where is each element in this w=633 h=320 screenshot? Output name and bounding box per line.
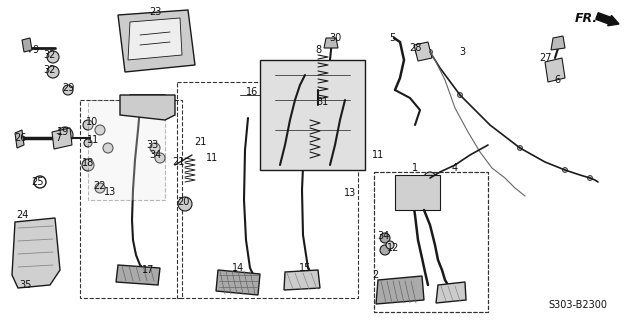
Text: 31: 31 <box>316 97 328 107</box>
Text: 30: 30 <box>329 33 341 43</box>
Text: 11: 11 <box>206 153 218 163</box>
Text: 15: 15 <box>299 263 311 273</box>
Polygon shape <box>118 10 195 72</box>
Text: 3: 3 <box>459 47 465 57</box>
Circle shape <box>416 48 424 56</box>
Text: 24: 24 <box>16 210 28 220</box>
Text: 5: 5 <box>389 33 395 43</box>
FancyArrow shape <box>596 13 619 26</box>
Text: 19: 19 <box>57 127 69 137</box>
Text: 14: 14 <box>232 263 244 273</box>
Text: 1: 1 <box>412 163 418 173</box>
Bar <box>80 100 182 298</box>
Text: 7: 7 <box>55 133 61 143</box>
Circle shape <box>178 197 192 211</box>
Polygon shape <box>15 130 24 148</box>
Circle shape <box>82 159 94 171</box>
Text: 34: 34 <box>149 150 161 160</box>
Circle shape <box>424 172 436 184</box>
Circle shape <box>103 143 113 153</box>
Bar <box>177 82 358 298</box>
Text: FR.: FR. <box>575 12 598 25</box>
Text: 21: 21 <box>194 137 206 147</box>
Bar <box>374 172 488 312</box>
Text: 29: 29 <box>62 83 74 93</box>
Polygon shape <box>436 282 466 303</box>
Circle shape <box>380 245 390 255</box>
Circle shape <box>155 153 165 163</box>
Circle shape <box>410 200 420 210</box>
Text: 11: 11 <box>372 150 384 160</box>
Circle shape <box>380 233 390 243</box>
Circle shape <box>409 186 421 198</box>
Polygon shape <box>414 42 432 61</box>
Text: 11: 11 <box>87 135 99 145</box>
Polygon shape <box>260 60 365 170</box>
Polygon shape <box>120 95 175 120</box>
Text: 17: 17 <box>142 265 154 275</box>
Circle shape <box>549 66 557 74</box>
Circle shape <box>95 125 105 135</box>
Circle shape <box>518 146 522 150</box>
Text: 34: 34 <box>377 231 389 241</box>
Circle shape <box>563 167 568 172</box>
Text: 21: 21 <box>172 157 184 167</box>
Text: 20: 20 <box>177 197 189 207</box>
Text: 28: 28 <box>409 43 421 53</box>
Polygon shape <box>12 218 60 288</box>
Text: 32: 32 <box>44 65 56 75</box>
Polygon shape <box>216 270 260 295</box>
Text: 10: 10 <box>86 117 98 127</box>
Text: 16: 16 <box>246 87 258 97</box>
Circle shape <box>57 127 73 143</box>
Text: 4: 4 <box>452 163 458 173</box>
Circle shape <box>84 139 92 147</box>
Text: 8: 8 <box>315 45 321 55</box>
Text: 6: 6 <box>554 75 560 85</box>
Circle shape <box>587 175 592 180</box>
Text: 12: 12 <box>387 243 399 253</box>
Circle shape <box>47 66 59 78</box>
Circle shape <box>150 143 160 153</box>
Text: 32: 32 <box>44 50 56 60</box>
Text: 22: 22 <box>94 181 106 191</box>
Polygon shape <box>22 38 32 52</box>
Polygon shape <box>324 38 338 48</box>
Polygon shape <box>395 175 440 210</box>
Text: 23: 23 <box>149 7 161 17</box>
Text: 33: 33 <box>146 140 158 150</box>
Polygon shape <box>284 270 320 290</box>
Circle shape <box>47 51 59 63</box>
Polygon shape <box>116 265 160 285</box>
Text: 13: 13 <box>344 188 356 198</box>
Circle shape <box>386 241 394 249</box>
Circle shape <box>313 103 323 113</box>
Text: 2: 2 <box>372 270 378 280</box>
Text: S303-B2300: S303-B2300 <box>548 300 607 310</box>
Circle shape <box>95 183 105 193</box>
Polygon shape <box>551 36 565 50</box>
Polygon shape <box>376 276 424 304</box>
Circle shape <box>83 120 93 130</box>
Text: 27: 27 <box>539 53 551 63</box>
Text: 26: 26 <box>14 133 26 143</box>
Polygon shape <box>545 58 565 82</box>
Polygon shape <box>88 100 165 200</box>
Bar <box>374 172 488 312</box>
Text: 25: 25 <box>32 177 44 187</box>
Text: 18: 18 <box>82 158 94 168</box>
Polygon shape <box>52 128 72 149</box>
Circle shape <box>427 50 432 54</box>
Circle shape <box>63 85 73 95</box>
Text: 13: 13 <box>104 187 116 197</box>
Text: 35: 35 <box>19 280 31 290</box>
Polygon shape <box>128 18 182 60</box>
Text: 9: 9 <box>32 45 38 55</box>
Circle shape <box>458 92 463 98</box>
